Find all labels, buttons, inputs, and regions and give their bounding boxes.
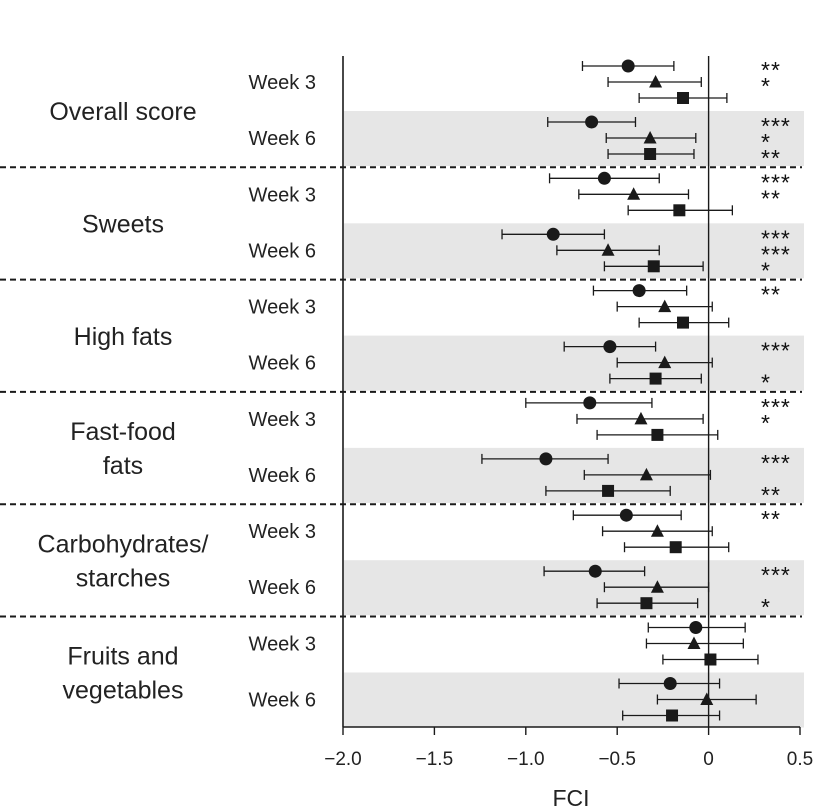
x-axis-title: FCI <box>552 785 589 811</box>
x-tick-label: 0 <box>703 749 714 770</box>
week-label: Week 6 <box>249 465 316 487</box>
significance-label: * <box>761 410 771 436</box>
category-label: Carbohydrates/ <box>38 530 209 558</box>
significance-label: * <box>761 370 771 396</box>
significance-label: *** <box>761 113 791 139</box>
point-triangle <box>649 75 663 88</box>
category-label: High fats <box>74 323 173 351</box>
point-circle <box>603 340 617 354</box>
x-tick-label: −1.5 <box>416 749 454 770</box>
category-label: starches <box>76 564 170 592</box>
point-circle <box>621 59 635 73</box>
week6-band <box>344 447 804 503</box>
point-triangle <box>650 524 664 537</box>
week-label: Week 3 <box>249 72 316 94</box>
x-tick-label: −0.5 <box>598 749 636 770</box>
point-square <box>647 260 660 273</box>
point-circle <box>632 284 646 298</box>
significance-label: ** <box>761 57 781 83</box>
significance-label: * <box>761 257 771 283</box>
week-label: Week 6 <box>249 353 316 375</box>
week-label: Week 6 <box>249 577 316 599</box>
x-axis-ticks: −2.0 −1.5 −1.0 −0.5 0 0.5 <box>324 727 813 770</box>
point-triangle <box>601 243 615 256</box>
point-circle <box>583 396 597 410</box>
significance-label: ** <box>761 145 781 171</box>
point-triangle <box>650 580 664 593</box>
week6-band <box>344 560 804 616</box>
point-circle <box>546 227 560 241</box>
point-triangle <box>700 692 714 705</box>
point-circle <box>619 508 633 522</box>
point-triangle <box>627 187 641 200</box>
point-circle <box>585 115 599 129</box>
significance-label: ** <box>761 282 781 308</box>
point-triangle <box>643 131 657 144</box>
point-square <box>649 372 662 385</box>
week-label: Week 6 <box>249 240 316 262</box>
x-tick-label: −1.0 <box>507 749 545 770</box>
week-label: Week 3 <box>249 297 316 319</box>
week-label: Week 6 <box>249 690 316 712</box>
significance-label: ** <box>761 506 781 532</box>
point-triangle <box>634 411 648 425</box>
point-triangle <box>687 636 701 649</box>
category-label: Sweets <box>82 210 164 238</box>
point-square <box>677 316 690 329</box>
data-marks <box>481 59 759 722</box>
week6-band <box>344 335 804 391</box>
category-label: vegetables <box>63 677 184 705</box>
week-label: Week 3 <box>249 634 316 656</box>
category-separators <box>0 166 802 618</box>
significance-label: *** <box>761 225 791 251</box>
week-label: Week 6 <box>249 128 316 150</box>
x-tick-label: 0.5 <box>787 749 813 770</box>
week-label: Week 3 <box>249 184 316 206</box>
significance-label: *** <box>761 394 791 420</box>
category-label: Fruits and <box>67 643 178 671</box>
x-tick-label: −2.0 <box>324 749 362 770</box>
point-circle <box>663 677 677 690</box>
point-square <box>677 92 690 104</box>
category-label: Fast-food <box>70 418 176 446</box>
category-label: Overall score <box>49 98 196 126</box>
significance-label: *** <box>761 562 791 588</box>
point-square <box>651 428 664 441</box>
significance-label: * <box>761 594 771 620</box>
significance-label: *** <box>761 338 791 364</box>
point-circle <box>588 564 602 578</box>
point-square <box>644 148 657 160</box>
significance-label: * <box>761 129 771 155</box>
week-label: Week 3 <box>249 409 316 431</box>
point-square <box>704 653 717 666</box>
point-square <box>673 204 686 217</box>
point-circle <box>689 621 703 634</box>
significance-labels: ****************************************… <box>761 57 791 620</box>
point-triangle <box>639 467 653 481</box>
significance-label: * <box>761 73 771 99</box>
significance-label: ** <box>761 185 781 211</box>
point-circle <box>597 171 611 185</box>
week-label: Week 3 <box>249 521 316 543</box>
point-square <box>666 709 679 722</box>
significance-label: ** <box>761 482 781 508</box>
significance-label: *** <box>761 450 791 476</box>
category-label: fats <box>103 452 143 480</box>
row-labels: Overall score Week 3 Week 6 Sweets Week 3 Wee… <box>38 72 316 712</box>
significance-label: *** <box>761 241 791 267</box>
point-triangle <box>658 299 672 313</box>
point-square <box>602 484 615 497</box>
point-square <box>669 541 682 554</box>
point-circle <box>539 452 553 466</box>
point-square <box>640 597 653 610</box>
point-triangle <box>658 355 672 369</box>
shading-bands <box>344 111 804 728</box>
significance-label: *** <box>761 169 791 195</box>
week6-band <box>344 111 804 166</box>
